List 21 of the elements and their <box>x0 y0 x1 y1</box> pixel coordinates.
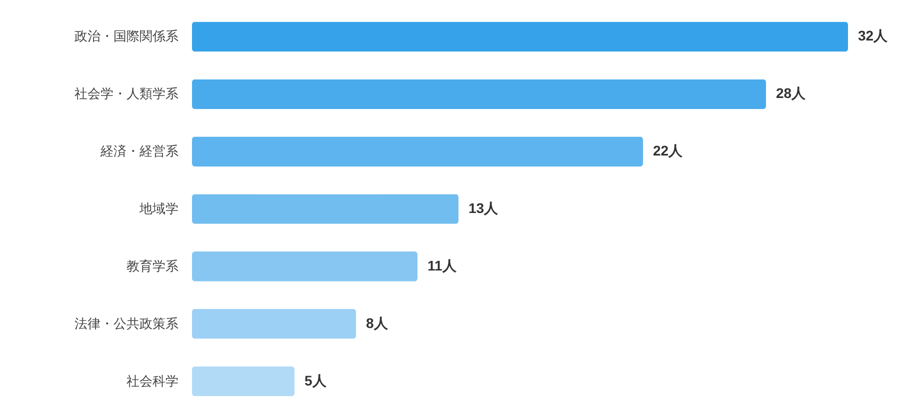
bar <box>192 136 643 167</box>
data-label: 28人 <box>776 85 807 102</box>
y-tick-label: 社会学・人類学系 <box>74 86 178 102</box>
bar <box>192 194 458 224</box>
data-label: 32人 <box>858 28 889 44</box>
data-label: 11人 <box>428 257 458 274</box>
data-label: 22人 <box>653 142 684 159</box>
bar <box>192 366 294 396</box>
data-label: 13人 <box>468 200 500 216</box>
data-label: 8人 <box>366 314 389 331</box>
y-tick-label: 社会科学 <box>126 373 178 388</box>
bar <box>192 22 848 52</box>
bar <box>192 308 356 339</box>
y-tick-label: 法律・公共政策系 <box>74 316 178 331</box>
bar <box>192 251 418 282</box>
bar <box>192 79 766 110</box>
y-tick-label: 地域学 <box>138 201 178 216</box>
y-tick-label: 教育学系 <box>126 258 178 274</box>
y-tick-label: 政治・国際関係系 <box>74 28 178 44</box>
data-label: 5人 <box>304 372 328 388</box>
y-tick-label: 経済・経営系 <box>100 144 178 159</box>
